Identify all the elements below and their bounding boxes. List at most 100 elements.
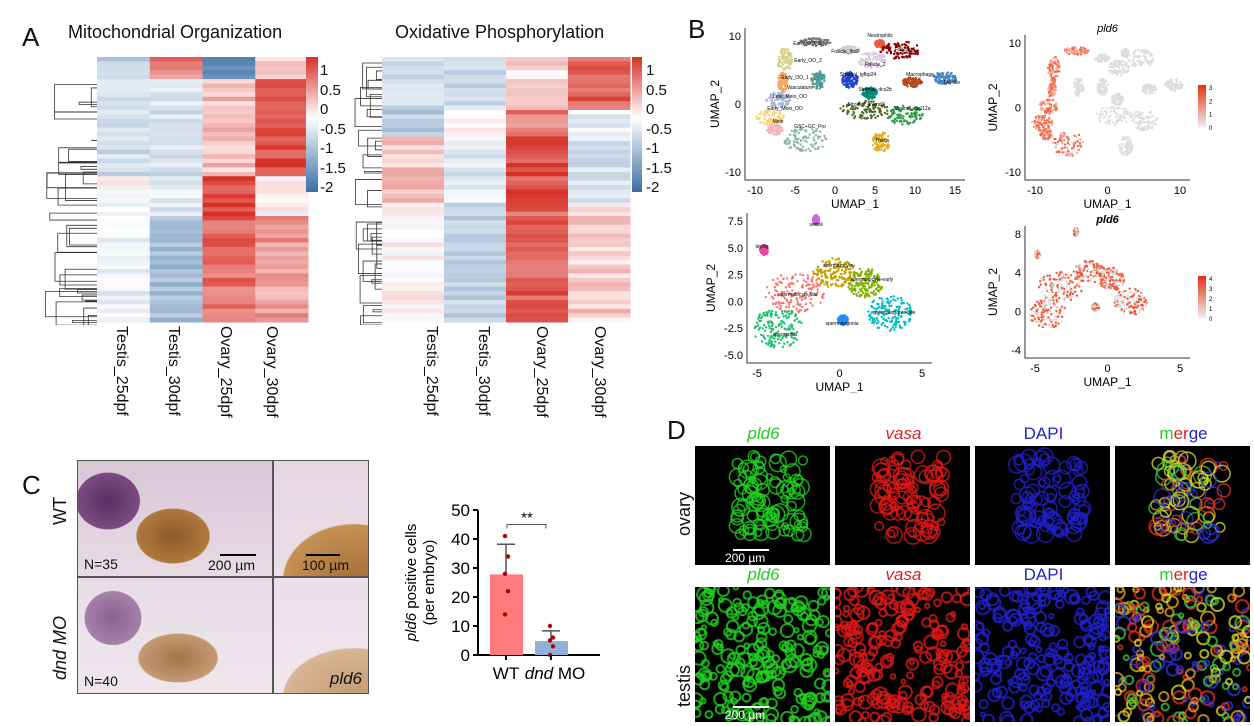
- heatmap-cell: [444, 224, 507, 230]
- umap-point: [814, 37, 817, 41]
- heatmap-cell: [444, 313, 507, 319]
- umap-point: [1060, 136, 1064, 139]
- umap-point: [783, 297, 787, 300]
- heatmap-cell: [506, 269, 569, 274]
- umap-point: [1149, 83, 1152, 86]
- umap-point: [1125, 145, 1128, 149]
- umap-point: [1137, 113, 1141, 116]
- heatmap-cell: [202, 57, 256, 62]
- umap-point: [1107, 115, 1110, 119]
- heatmap-cell: [444, 220, 507, 226]
- heatmap-cell: [202, 255, 256, 261]
- umap-point: [1136, 126, 1140, 129]
- heatmap-cell: [255, 242, 309, 248]
- heatmap-cell: [97, 260, 151, 266]
- umap-point: [840, 268, 844, 272]
- umap-point: [1051, 78, 1054, 82]
- heatmap-cell: [255, 65, 309, 71]
- umap-point: [868, 93, 872, 97]
- umap-point: [1060, 147, 1063, 150]
- umap-point: [768, 125, 771, 129]
- umap-point: [780, 290, 784, 294]
- umap-point: [899, 116, 903, 119]
- umap-point: [761, 327, 764, 330]
- umap-point: [781, 78, 784, 81]
- cluster-label: Early_OO_2: [794, 58, 822, 64]
- umap-point: [764, 326, 768, 329]
- umap-point: [762, 311, 765, 315]
- colorbar-tick: -2: [320, 179, 334, 196]
- umap-point: [1061, 141, 1064, 145]
- umap-point: [1107, 57, 1110, 61]
- heatmap-cell: [444, 105, 507, 111]
- umap-point: [1144, 55, 1148, 59]
- umap-point: [947, 74, 950, 78]
- umap-point: [865, 111, 868, 114]
- heatmap-cell: [149, 105, 203, 111]
- dendrogram-branch: [55, 301, 97, 325]
- umap-point: [914, 76, 917, 80]
- umap-point: [1168, 87, 1172, 90]
- dendrogram-branch: [80, 166, 97, 170]
- umap-point: [870, 305, 873, 308]
- heatmap-cell: [202, 79, 256, 84]
- dendrogram-branch: [90, 87, 97, 108]
- umap-point: [1044, 111, 1047, 114]
- umap-point: [816, 265, 819, 269]
- umap-point: [1098, 119, 1102, 123]
- heatmap-cell: [444, 299, 507, 305]
- umap-point: [888, 311, 891, 314]
- umap-point: [1142, 86, 1145, 89]
- umap-point: [788, 133, 792, 137]
- heatmap-cell: [149, 255, 203, 261]
- heatmap-cell: [97, 136, 151, 142]
- umap-point: [934, 76, 938, 80]
- umap-point: [1054, 55, 1057, 59]
- umap-point: [891, 113, 894, 116]
- umap-point: [796, 310, 800, 313]
- umap-point: [1098, 91, 1101, 95]
- umap-point: [1120, 63, 1124, 67]
- heatmap-cell: [97, 211, 151, 217]
- umap-point: [887, 317, 890, 320]
- umap-point: [1127, 64, 1131, 68]
- heatmap-cell: [255, 308, 309, 314]
- heatmap-cell: [382, 83, 445, 89]
- heatmap-cell: [255, 202, 309, 208]
- heatmap-cell: [382, 149, 445, 155]
- heatmap-cell: [149, 198, 203, 204]
- heatmap-cell: [568, 110, 631, 115]
- umap-point: [774, 111, 777, 114]
- heatmap-title-2: Oxidative Phosphorylation: [395, 22, 605, 42]
- panel-label-d: D: [667, 415, 686, 445]
- umap-point: [782, 277, 785, 281]
- x-tick-label: 5: [919, 368, 925, 380]
- umap-point: [873, 284, 876, 287]
- umap-point: [889, 109, 893, 113]
- umap-point: [823, 273, 827, 276]
- axis-line: [1024, 226, 1190, 359]
- umap-point: [1057, 62, 1060, 66]
- umap-point: [791, 289, 794, 292]
- umap-point: [872, 322, 876, 325]
- umap-point: [1153, 88, 1156, 92]
- umap-point: [777, 330, 780, 333]
- umap-point: [781, 72, 785, 76]
- heatmap-cell: [149, 149, 203, 155]
- heatmap-cell: [506, 264, 569, 270]
- umap-point: [903, 46, 907, 49]
- umap-point: [862, 283, 865, 286]
- umap-point: [779, 274, 783, 277]
- umap-point: [951, 78, 954, 82]
- umap-point: [865, 108, 869, 111]
- heatmap-cell: [382, 167, 445, 173]
- umap-point: [1122, 136, 1125, 139]
- umap-point: [868, 286, 871, 290]
- umap-point: [794, 314, 798, 317]
- umap-point: [887, 135, 890, 138]
- heatmap-cell: [255, 313, 309, 319]
- heatmap-cell: [506, 92, 569, 98]
- umap-point: [1119, 74, 1123, 77]
- umap-point: [1078, 81, 1081, 84]
- heatmap-cell: [202, 105, 256, 111]
